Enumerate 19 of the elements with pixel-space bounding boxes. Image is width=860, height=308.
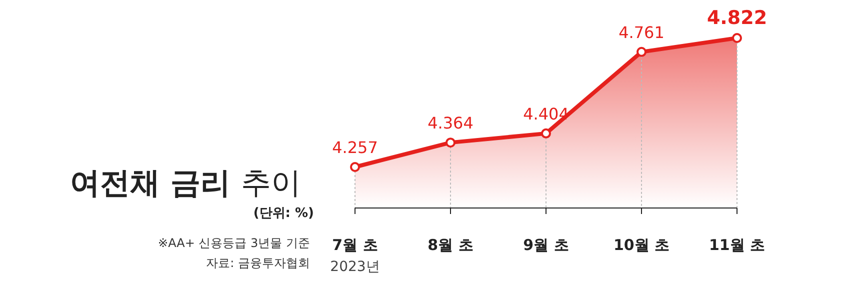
annotation: 2023년 bbox=[330, 259, 380, 275]
point bbox=[636, 46, 646, 57]
x-tick-label: 8월 초 bbox=[428, 236, 474, 254]
point bbox=[541, 128, 551, 138]
point bbox=[350, 162, 360, 172]
point bbox=[446, 138, 456, 148]
text: ※AA+ 신용등급 3년물 기준 bbox=[158, 236, 310, 250]
x-tick-label: 7월 초 bbox=[332, 236, 378, 254]
text: 여전채 금리 추이 bbox=[70, 166, 301, 201]
data-label: 4.761 bbox=[618, 22, 664, 42]
x-tick-label: 11월 초 bbox=[708, 236, 766, 254]
point bbox=[732, 33, 742, 43]
data-label: 4.822 bbox=[706, 7, 768, 29]
text: (단위: %) bbox=[253, 206, 314, 221]
x-tick-label: 9월 초 bbox=[523, 236, 569, 254]
data-label: 4.364 bbox=[428, 114, 474, 133]
x-tick-label: 10월 초 bbox=[613, 236, 670, 254]
data-label: 4.257 bbox=[332, 138, 378, 157]
text: 자료: 금융투자협회 bbox=[206, 256, 310, 270]
